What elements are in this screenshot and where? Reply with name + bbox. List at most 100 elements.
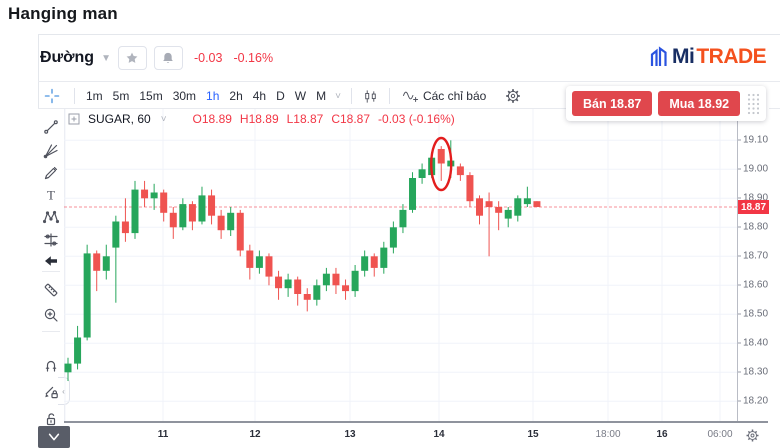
candle[interactable] — [476, 195, 484, 225]
timeframe-button-W[interactable]: W — [294, 89, 307, 103]
measure-tool-button[interactable] — [42, 281, 60, 299]
candle[interactable] — [179, 198, 187, 231]
timeframe-button-4h[interactable]: 4h — [252, 89, 267, 103]
candle[interactable] — [514, 195, 522, 222]
candle[interactable] — [93, 250, 101, 292]
candle[interactable] — [409, 172, 417, 213]
candle[interactable] — [466, 172, 474, 207]
logo-text-trade: TRADE — [696, 45, 767, 68]
chart-canvas[interactable] — [64, 109, 737, 422]
candle[interactable] — [533, 201, 541, 207]
buy-button[interactable]: Mua 18.92 — [658, 91, 741, 116]
candle[interactable] — [284, 273, 292, 297]
sell-button[interactable]: Bán 18.87 — [572, 91, 653, 116]
candle[interactable] — [169, 207, 177, 239]
zoom-in-tool-button[interactable] — [42, 306, 60, 324]
timeframe-button-15m[interactable]: 15m — [139, 89, 163, 103]
magnet-mode-button[interactable] — [42, 356, 60, 374]
drag-handle-icon[interactable] — [746, 92, 760, 116]
trendline-tool-button[interactable] — [42, 118, 60, 136]
candle[interactable] — [208, 189, 216, 225]
collapse-panel-button[interactable] — [38, 426, 70, 448]
chart-settings-button[interactable] — [500, 88, 526, 104]
brush-tool-button[interactable] — [42, 164, 60, 182]
candle[interactable] — [227, 207, 235, 236]
indicators-button[interactable]: Các chỉ báo — [396, 88, 492, 104]
chart-toolbar: 1m 5m 15m 30m 1h 2h 4h D W M ˅ Các chỉ báo — [40, 84, 526, 108]
timeframe-button-M[interactable]: M — [316, 89, 327, 103]
favorite-button[interactable] — [117, 46, 147, 70]
expand-icon[interactable] — [68, 113, 80, 125]
timeframe-button-1h[interactable]: 1h — [206, 89, 220, 103]
candle[interactable] — [275, 270, 283, 300]
crosshair-tool-button[interactable] — [40, 88, 64, 104]
arrow-left-icon — [45, 256, 57, 266]
timeframe-button-D[interactable]: D — [276, 89, 285, 103]
candle[interactable] — [504, 207, 512, 228]
timeframe-button-1m[interactable]: 1m — [86, 89, 103, 103]
toolbar-collapse-handle[interactable]: ‹ — [58, 377, 70, 405]
candle[interactable] — [351, 265, 359, 297]
candle[interactable] — [188, 201, 196, 231]
candle[interactable] — [131, 180, 139, 239]
candle[interactable] — [265, 253, 273, 286]
candle[interactable] — [380, 241, 388, 274]
candle[interactable] — [74, 325, 82, 370]
candle[interactable] — [198, 186, 206, 225]
candle[interactable] — [342, 279, 350, 300]
axis-settings-button[interactable] — [737, 422, 768, 448]
candle[interactable] — [399, 204, 407, 234]
candle[interactable] — [64, 357, 72, 381]
lock-all-button[interactable] — [42, 410, 60, 428]
candle[interactable] — [141, 180, 149, 207]
candle[interactable] — [236, 209, 244, 257]
timeframe-button-30m[interactable]: 30m — [172, 89, 197, 103]
candle[interactable] — [255, 250, 263, 274]
candle[interactable] — [370, 253, 378, 277]
xabcd-pattern-tool-button[interactable] — [42, 208, 60, 226]
chevron-down-icon[interactable]: ˅ — [160, 113, 167, 125]
hanging-man-annotation — [430, 136, 453, 192]
fib-gann-tool-button[interactable] — [42, 142, 60, 160]
candle[interactable] — [456, 163, 464, 181]
text-tool-button[interactable]: T — [42, 186, 60, 204]
candlestick-chart[interactable] — [64, 109, 737, 422]
chevron-down-icon[interactable]: ˅ — [335, 90, 341, 102]
candle[interactable] — [217, 209, 225, 239]
timeframe-button-5m[interactable]: 5m — [112, 89, 130, 103]
alert-button[interactable] — [153, 46, 183, 70]
timeframe-list: 1m 5m 15m 30m 1h 2h 4h D W M — [81, 87, 331, 105]
candle[interactable] — [361, 250, 369, 277]
candle[interactable] — [83, 244, 91, 341]
candle[interactable] — [160, 189, 168, 222]
candle[interactable] — [313, 279, 321, 306]
candle[interactable] — [303, 288, 311, 312]
hanging-man-candle[interactable] — [437, 146, 445, 181]
candle[interactable] — [112, 215, 120, 303]
candle[interactable] — [246, 244, 254, 280]
candle[interactable] — [102, 244, 110, 280]
candle[interactable] — [523, 186, 531, 207]
chevron-down-icon[interactable]: ▼ — [101, 52, 111, 64]
divider — [38, 108, 780, 109]
candle[interactable] — [485, 192, 493, 257]
forecast-tool-button[interactable] — [42, 231, 60, 249]
candle[interactable] — [332, 267, 340, 294]
drawing-lock-button[interactable] — [42, 383, 60, 401]
timeframe-button-2h[interactable]: 2h — [229, 89, 243, 103]
legend-symbol[interactable]: SUGAR, 60 — [88, 112, 151, 126]
candle[interactable] — [389, 221, 397, 254]
candle-style-button[interactable] — [358, 89, 383, 104]
candle[interactable] — [150, 183, 158, 210]
candle[interactable] — [121, 198, 129, 242]
symbol-name[interactable]: Đường — [40, 49, 95, 66]
arrow-marker-tool-button[interactable] — [42, 252, 60, 270]
candle[interactable] — [294, 276, 302, 306]
price-axis[interactable]: 19.10 19.00 18.90 18.80 18.70 18.60 18.50 18.40… — [737, 108, 769, 422]
candle[interactable] — [418, 163, 426, 184]
candle[interactable] — [322, 267, 330, 292]
crosshair-icon — [44, 88, 60, 104]
candle[interactable] — [495, 201, 503, 231]
